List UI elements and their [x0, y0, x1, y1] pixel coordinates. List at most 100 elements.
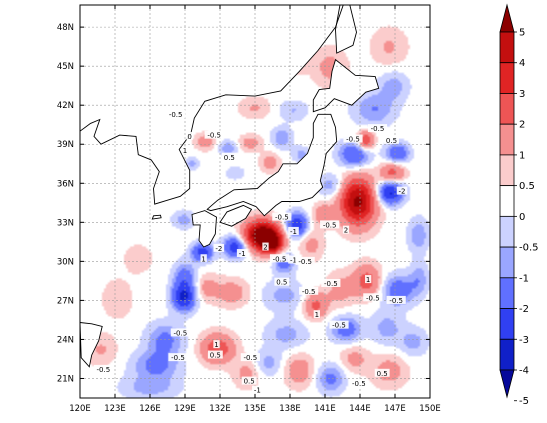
coastline — [335, 5, 357, 54]
coastlines — [80, 5, 380, 392]
colorbar-label: 1 — [519, 150, 525, 161]
land-mask — [80, 5, 379, 392]
lon-tick-label: 141E — [314, 404, 336, 414]
contour-label-bg — [365, 275, 372, 284]
contour-label-bg — [396, 186, 408, 195]
lon-tick-label: 129E — [174, 404, 196, 414]
contour-label-bg — [299, 286, 319, 295]
contour-label-bg — [295, 256, 315, 265]
colorbar-label: -4 — [519, 366, 529, 377]
land-polygon — [80, 322, 103, 367]
land-polygon — [207, 114, 337, 216]
contour-label: 1 — [366, 276, 370, 284]
colorbar-label: 2 — [519, 120, 525, 131]
lat-tick-label: 36N — [57, 179, 74, 189]
colorbar-label: 3 — [519, 89, 525, 100]
colorbar-box — [499, 31, 515, 64]
lon-tick-label: 123E — [104, 404, 126, 414]
contour-label-bg — [349, 379, 369, 388]
contour-label-bg — [288, 226, 299, 235]
colorbar: 5 4 3 2 1 0.5 0 -0.5 -1 -2 -3 -4 -5 — [499, 3, 539, 407]
contour-label: -0.5 — [96, 366, 110, 374]
colorbar-box — [499, 246, 515, 279]
colorbar-label: -2 — [519, 304, 529, 315]
lon-tick-label: 144E — [349, 404, 371, 414]
contour-label: -0.5 — [298, 258, 312, 266]
contour-label: -0.5 — [346, 136, 360, 144]
land-polygon — [192, 210, 217, 247]
coastline — [191, 210, 217, 248]
colorbar-box — [499, 93, 515, 125]
contour-label: -0.5 — [323, 221, 337, 229]
contour-label: 0.5 — [276, 279, 287, 287]
contour-label: -1 — [290, 228, 297, 236]
contour-label: -1 — [254, 387, 261, 395]
colorbar-box — [499, 338, 515, 371]
colorbar-box — [499, 277, 515, 309]
contour-label-bg — [367, 124, 388, 133]
contour-label-bg — [221, 152, 237, 161]
contour-label-bg — [342, 225, 350, 234]
colorbar-bottom-arrow — [499, 369, 515, 399]
contour-label-bg — [200, 254, 207, 263]
lon-tick-label: 147E — [384, 404, 406, 414]
lon-tick-label: 150E — [419, 404, 441, 414]
contour-label-bg — [93, 364, 113, 373]
land-polygon — [335, 5, 357, 54]
contour-label-bg — [252, 385, 263, 394]
colorbar-label: -3 — [519, 335, 529, 346]
contour-label: -0.5 — [171, 354, 185, 362]
coastline — [312, 58, 380, 113]
contour-label: -0.5 — [273, 255, 287, 263]
contour-label-bg — [288, 255, 299, 264]
contour-label: 1 — [214, 341, 218, 349]
colorbar-label: -1 — [519, 273, 529, 284]
contour-label: -0.5 — [389, 297, 403, 305]
lon-tick-label: 138E — [279, 404, 301, 414]
contour-label: -2 — [215, 245, 222, 253]
contour-label: -0.5 — [366, 294, 380, 302]
colorbar-label: -5 — [519, 396, 529, 407]
contour-label: -1 — [239, 250, 246, 258]
contour-label: -0.5 — [169, 111, 183, 119]
colorbar-top-arrow — [499, 3, 515, 33]
contour-label: -0.5 — [371, 125, 385, 133]
contour-label-bg — [241, 376, 257, 385]
contour-label-bg — [213, 340, 220, 349]
lat-tick-label: 48N — [57, 23, 74, 33]
lat-tick-label: 33N — [57, 218, 74, 228]
colorbar-label: -0.5 — [519, 243, 539, 254]
contour-label-bg — [236, 249, 248, 258]
coastline — [151, 214, 162, 220]
contour-label: -0.5 — [207, 132, 221, 140]
colorbar-box — [499, 215, 515, 248]
land-polygon — [80, 5, 344, 392]
contour-label: 2 — [263, 244, 267, 252]
lat-tick-label: 39N — [57, 140, 74, 150]
coastline — [80, 322, 103, 368]
contour-label: -1 — [290, 257, 297, 265]
contour-label: 0.5 — [244, 378, 255, 386]
contour-label-bg — [384, 135, 399, 144]
contour-label: -0.5 — [332, 322, 346, 330]
contour-label-bg — [168, 353, 188, 362]
contour-label: 0 — [187, 133, 191, 141]
coastline — [80, 5, 344, 392]
land-polygon — [220, 205, 252, 227]
colorbar-label: 5 — [519, 28, 525, 39]
contour-label-bg — [272, 212, 292, 221]
lon-tick-label: 135E — [244, 404, 266, 414]
colorbar-box — [499, 62, 515, 94]
contour-label-bg — [170, 328, 190, 337]
contour-label: -0.5 — [352, 380, 366, 388]
contour-label: 1 — [201, 255, 205, 263]
contour-label: -0.5 — [302, 288, 316, 296]
lat-tick-label: 45N — [57, 62, 74, 72]
contour-label-bg — [269, 254, 290, 263]
lat-tick-label: 21N — [57, 374, 74, 384]
lat-tick-label: 30N — [57, 257, 74, 267]
lat-tick-label: 27N — [57, 296, 74, 306]
contour-label: 1 — [183, 147, 187, 155]
colorbar-box — [499, 123, 515, 156]
